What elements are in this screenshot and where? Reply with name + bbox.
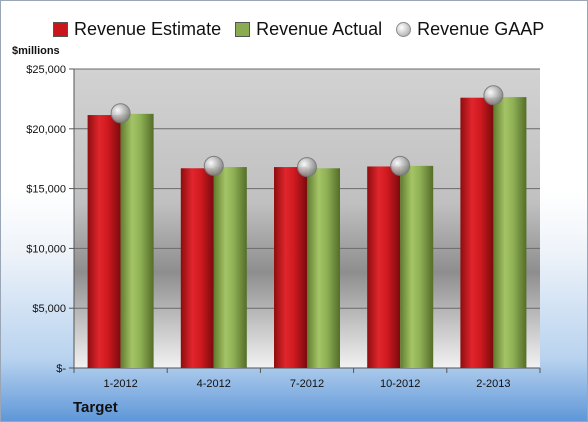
y-tick-label: $10,000	[26, 243, 66, 255]
y-tick-label: $5,000	[32, 303, 66, 315]
y-tick-label: $15,000	[26, 184, 66, 196]
bar-revenue-actual	[307, 168, 340, 368]
marker-revenue-gaap	[390, 155, 411, 176]
bar-revenue-estimate	[367, 166, 401, 368]
legend-item-revenue-gaap: Revenue GAAP	[396, 19, 544, 40]
legend-item-revenue-actual: Revenue Actual	[235, 19, 382, 40]
bar-revenue-estimate	[87, 115, 121, 369]
y-tick-label: $25,000	[26, 64, 66, 76]
bar-revenue-actual	[400, 165, 434, 368]
legend-swatch-revenue-gaap	[396, 21, 412, 37]
x-tick-label: 2-2013	[476, 378, 510, 390]
company-label: Target	[73, 399, 118, 416]
x-tick-label: 4-2012	[197, 378, 231, 390]
bar-revenue-actual	[213, 167, 247, 368]
x-tick-label: 1-2012	[103, 378, 137, 390]
bar-revenue-estimate	[180, 168, 214, 368]
legend-swatch-revenue-actual	[235, 21, 251, 37]
legend-item-revenue-estimate: Revenue Estimate	[53, 19, 221, 40]
marker-revenue-gaap	[110, 103, 131, 124]
marker-revenue-gaap	[203, 155, 224, 176]
legend-label-revenue-estimate: Revenue Estimate	[74, 18, 222, 39]
units-label: $millions	[12, 45, 60, 57]
y-tick-label: $-	[56, 363, 66, 375]
marker-revenue-gaap	[297, 157, 317, 178]
x-tick-label: 10-2012	[380, 378, 420, 390]
bar-revenue-actual	[493, 97, 527, 368]
legend: Revenue Estimate Revenue Actual Revenue …	[53, 16, 558, 42]
bar-revenue-estimate	[460, 97, 494, 368]
marker-revenue-gaap	[483, 85, 504, 106]
x-tick-label: 7-2012	[290, 378, 324, 390]
legend-label-revenue-gaap: Revenue GAAP	[417, 18, 545, 39]
y-tick-label: $20,000	[26, 124, 66, 136]
legend-swatch-revenue-estimate	[53, 21, 68, 37]
bar-revenue-actual	[120, 113, 154, 368]
legend-label-revenue-actual: Revenue Actual	[256, 18, 383, 39]
bar-revenue-estimate	[274, 167, 307, 368]
